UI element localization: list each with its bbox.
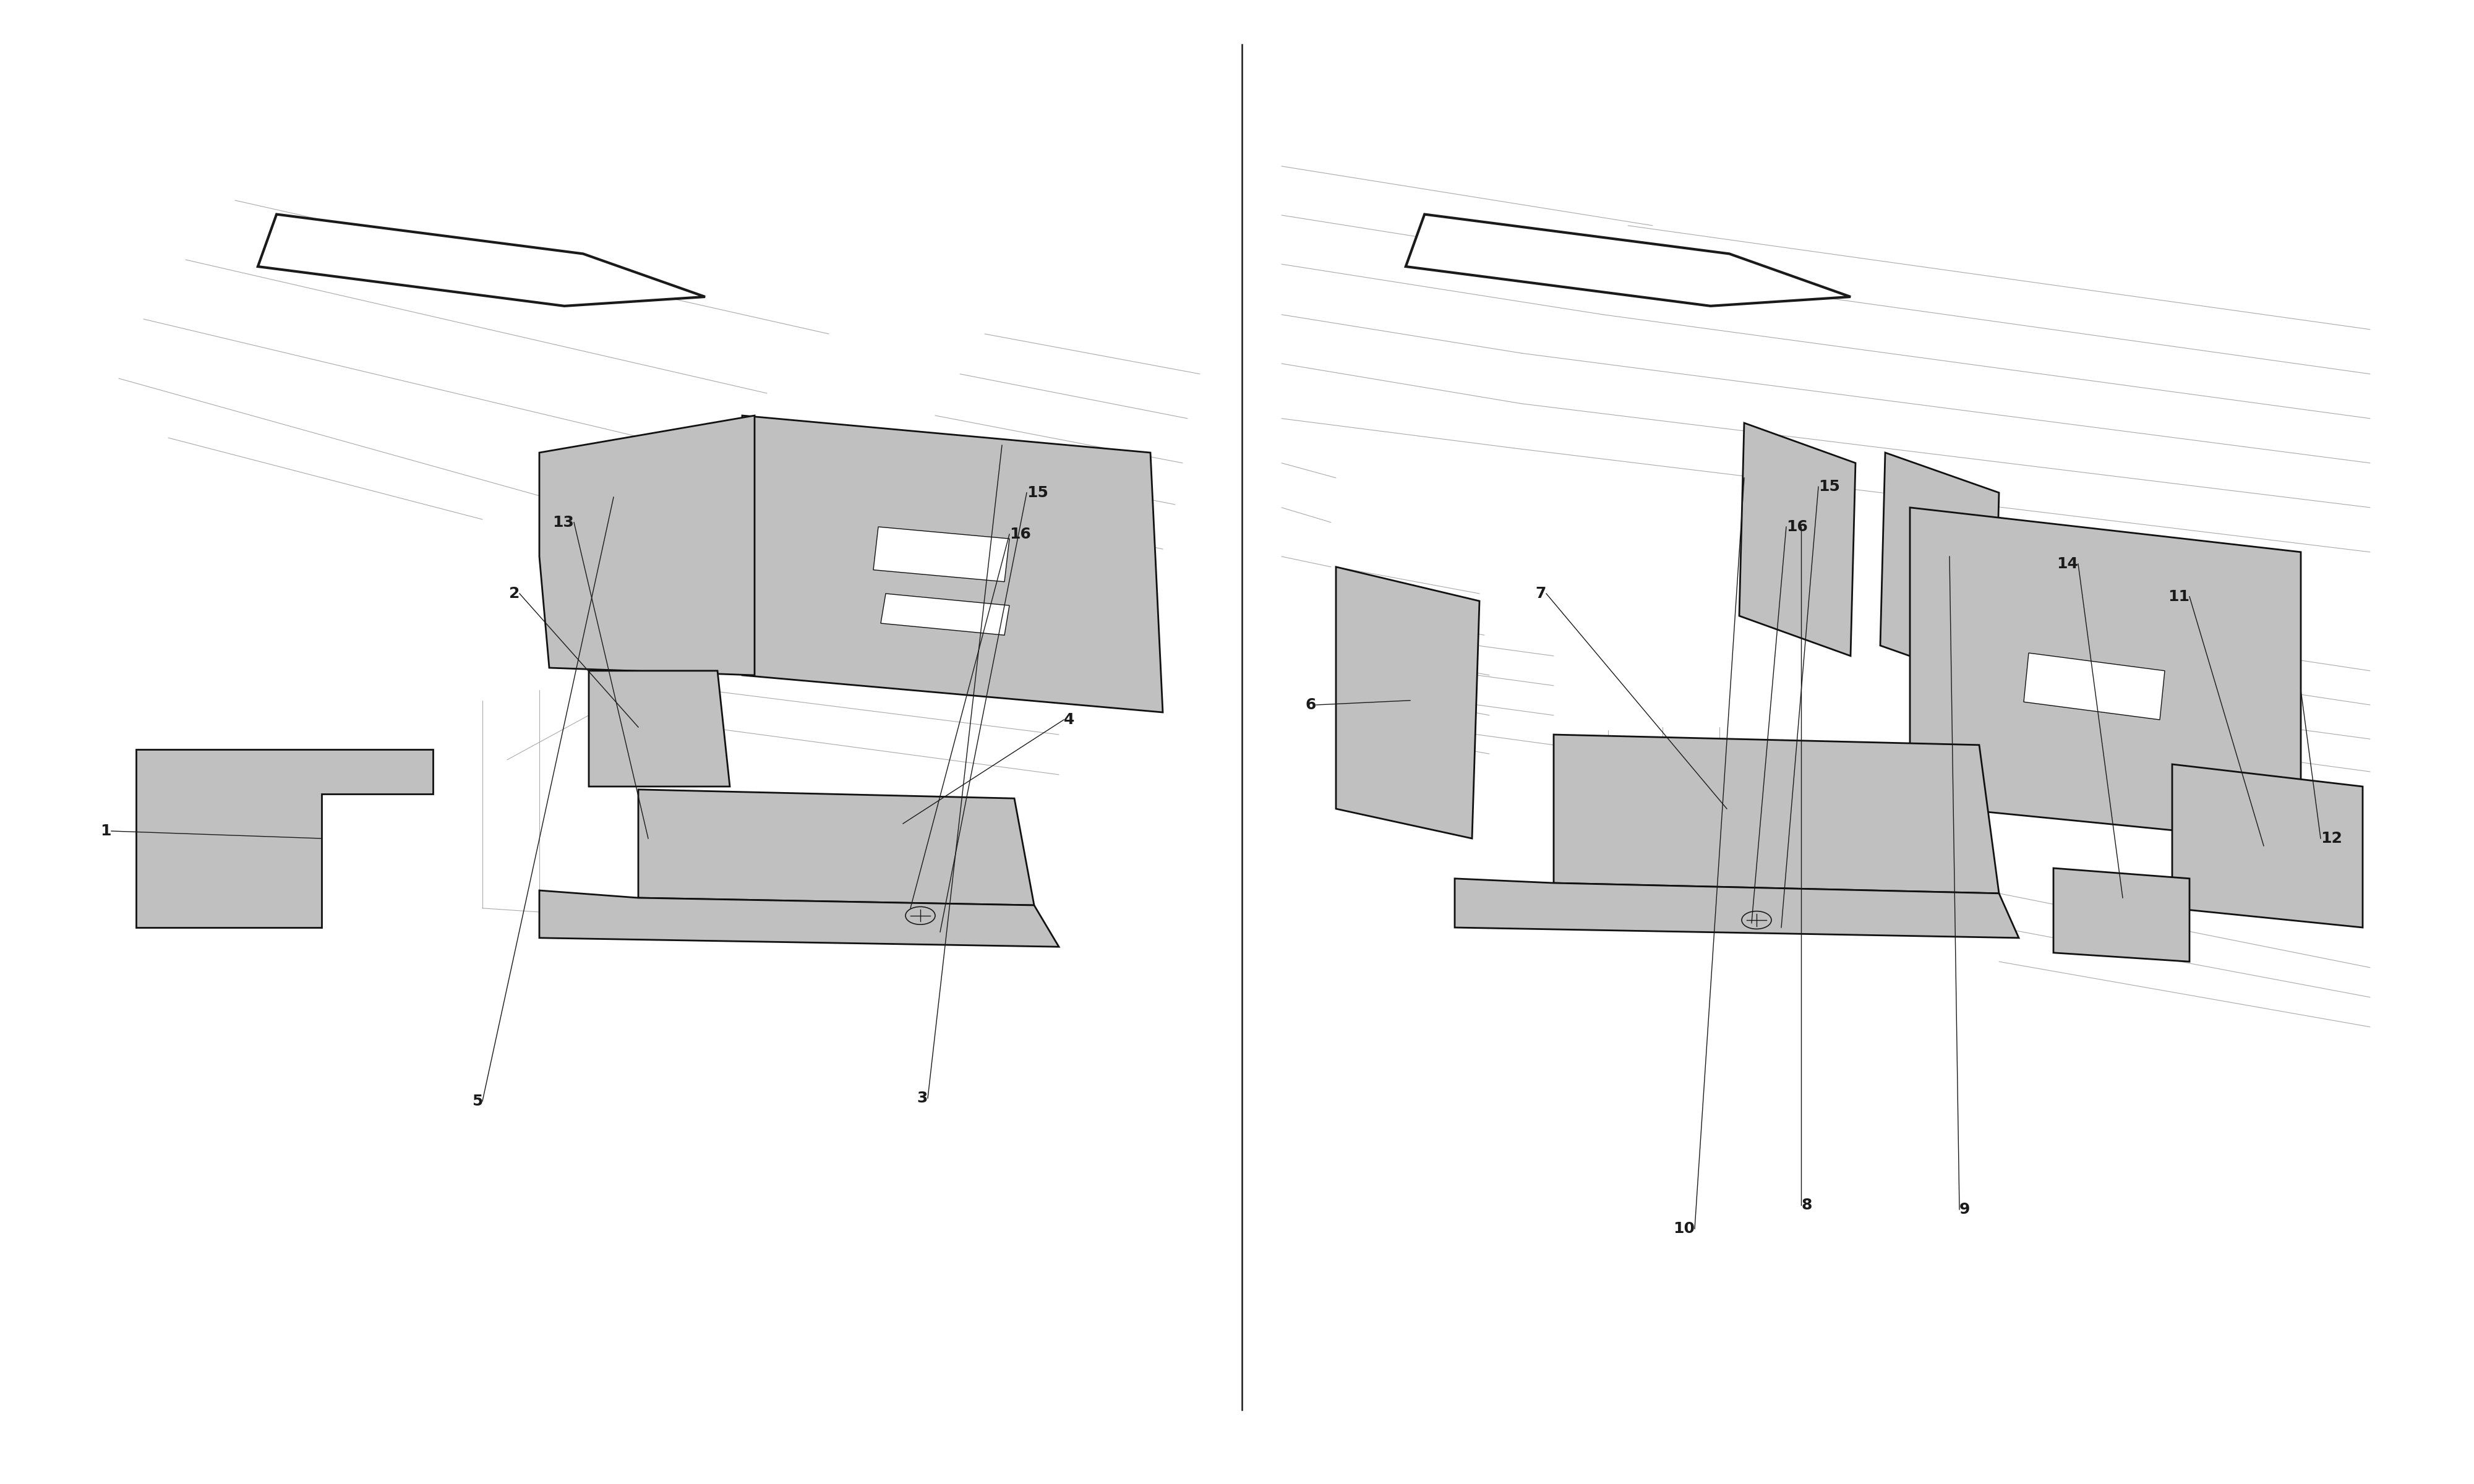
Text: 8: 8	[1801, 1198, 1811, 1212]
Polygon shape	[1455, 879, 2019, 938]
Text: 1: 1	[101, 824, 111, 838]
Text: 7: 7	[1536, 586, 1546, 601]
Text: 4: 4	[1064, 712, 1074, 727]
Polygon shape	[2024, 653, 2165, 720]
Polygon shape	[539, 890, 1059, 947]
Polygon shape	[873, 527, 1009, 582]
Text: 10: 10	[1672, 1221, 1695, 1236]
Text: 9: 9	[1959, 1202, 1969, 1217]
Polygon shape	[742, 416, 1163, 712]
Polygon shape	[638, 789, 1034, 905]
Text: 5: 5	[473, 1094, 482, 1109]
Polygon shape	[1336, 567, 1479, 838]
Text: 15: 15	[1818, 479, 1841, 494]
Polygon shape	[1405, 214, 1851, 306]
Polygon shape	[539, 416, 755, 675]
Text: 16: 16	[1009, 527, 1032, 542]
Text: 6: 6	[1306, 697, 1316, 712]
Text: 14: 14	[2056, 556, 2078, 571]
Polygon shape	[589, 671, 730, 787]
Polygon shape	[1880, 453, 1999, 686]
Polygon shape	[2172, 764, 2363, 927]
Text: 3: 3	[918, 1091, 928, 1106]
Text: 16: 16	[1786, 519, 1808, 534]
Polygon shape	[136, 749, 433, 927]
Polygon shape	[2053, 868, 2189, 962]
Text: 12: 12	[2321, 831, 2343, 846]
Polygon shape	[257, 214, 705, 306]
Polygon shape	[1910, 508, 2301, 843]
Text: 11: 11	[2167, 589, 2189, 604]
Text: 13: 13	[552, 515, 574, 530]
Polygon shape	[1739, 423, 1856, 656]
Text: 2: 2	[510, 586, 520, 601]
Polygon shape	[881, 594, 1009, 635]
Text: 15: 15	[1027, 485, 1049, 500]
Polygon shape	[1554, 735, 1999, 893]
